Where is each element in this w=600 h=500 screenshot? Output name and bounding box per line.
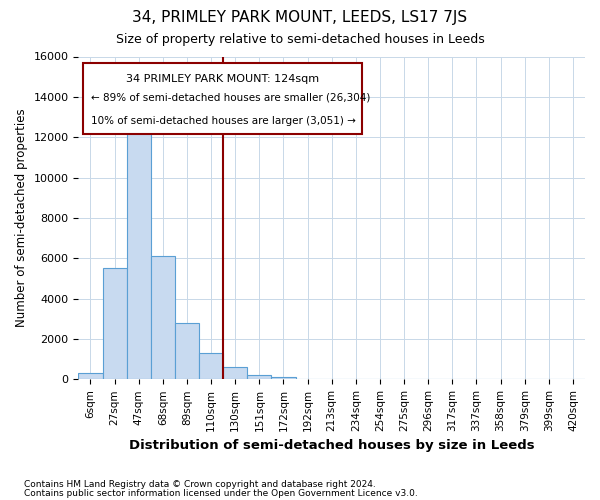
Text: 10% of semi-detached houses are larger (3,051) →: 10% of semi-detached houses are larger (…: [91, 116, 356, 126]
Text: Size of property relative to semi-detached houses in Leeds: Size of property relative to semi-detach…: [116, 32, 484, 46]
Text: ← 89% of semi-detached houses are smaller (26,304): ← 89% of semi-detached houses are smalle…: [91, 92, 370, 102]
FancyBboxPatch shape: [83, 63, 362, 134]
Bar: [127, 129, 151, 380]
Bar: [79, 374, 103, 380]
Text: Contains public sector information licensed under the Open Government Licence v3: Contains public sector information licen…: [24, 489, 418, 498]
Bar: [271, 378, 296, 380]
Bar: [175, 323, 199, 380]
Text: Contains HM Land Registry data © Crown copyright and database right 2024.: Contains HM Land Registry data © Crown c…: [24, 480, 376, 489]
Text: 34, PRIMLEY PARK MOUNT, LEEDS, LS17 7JS: 34, PRIMLEY PARK MOUNT, LEEDS, LS17 7JS: [133, 10, 467, 25]
Bar: [223, 367, 247, 380]
Y-axis label: Number of semi-detached properties: Number of semi-detached properties: [15, 108, 28, 327]
Bar: [247, 376, 271, 380]
X-axis label: Distribution of semi-detached houses by size in Leeds: Distribution of semi-detached houses by …: [129, 440, 535, 452]
Bar: [151, 256, 175, 380]
Text: 34 PRIMLEY PARK MOUNT: 124sqm: 34 PRIMLEY PARK MOUNT: 124sqm: [126, 74, 319, 85]
Bar: [103, 268, 127, 380]
Bar: [199, 353, 223, 380]
